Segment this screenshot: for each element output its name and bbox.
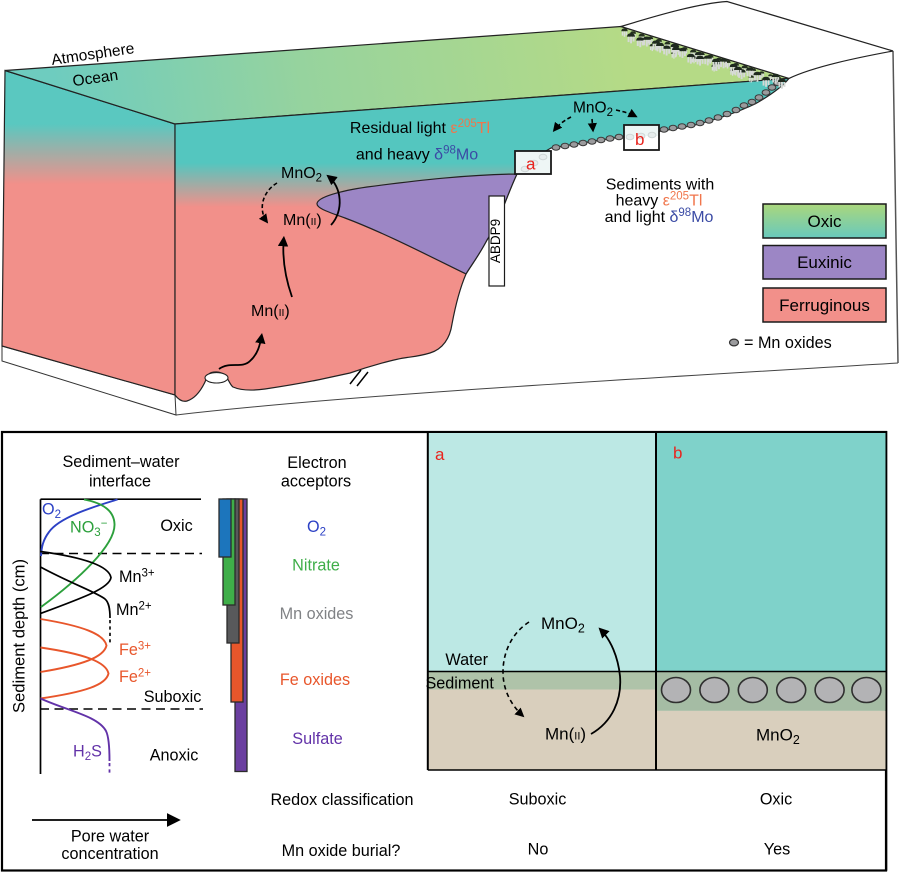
svg-text:Euxinic: Euxinic — [797, 253, 852, 272]
svg-text:Suboxic: Suboxic — [509, 791, 567, 809]
svg-text:Residual light ε205Tl: Residual light ε205Tl — [350, 118, 490, 137]
svg-text:b: b — [673, 444, 682, 463]
svg-text:Sediment: Sediment — [426, 675, 495, 693]
svg-text:MnO2: MnO2 — [756, 726, 800, 748]
svg-text:Anoxic: Anoxic — [150, 747, 199, 765]
svg-text:= Mn oxides: = Mn oxides — [744, 334, 832, 352]
svg-text:Sediment depth (cm): Sediment depth (cm) — [10, 559, 29, 713]
svg-text:H2S: H2S — [73, 743, 102, 764]
svg-text:Nitrate: Nitrate — [292, 557, 340, 575]
svg-text:Suboxic: Suboxic — [144, 688, 202, 706]
svg-text:Ferruginous: Ferruginous — [779, 296, 870, 315]
svg-text:Redox classification: Redox classification — [270, 791, 413, 809]
svg-text:MnO2: MnO2 — [281, 165, 322, 185]
svg-text:ABDP9: ABDP9 — [488, 219, 503, 263]
svg-text:No: No — [528, 841, 549, 859]
svg-text:Mn oxides: Mn oxides — [280, 605, 354, 623]
svg-text:Pore water: Pore water — [71, 828, 150, 846]
svg-text:and light δ98Mo: and light δ98Mo — [605, 207, 714, 226]
svg-text:and heavy δ98Mo: and heavy δ98Mo — [356, 145, 478, 164]
svg-text:a: a — [435, 445, 445, 464]
svg-text:Mn(II): Mn(II) — [545, 725, 586, 744]
svg-text:interface: interface — [89, 473, 151, 491]
svg-text:Electron: Electron — [287, 454, 346, 472]
svg-text:Oxic: Oxic — [160, 517, 192, 535]
svg-text:Sediments with: Sediments with — [606, 177, 715, 194]
svg-text:MnO2: MnO2 — [541, 614, 585, 636]
svg-text:a: a — [526, 155, 536, 174]
svg-text:concentration: concentration — [61, 845, 158, 863]
svg-text:b: b — [635, 130, 644, 149]
svg-text:Mn(II): Mn(II) — [283, 212, 322, 229]
svg-text:Ocean: Ocean — [72, 67, 120, 90]
svg-text:Oxic: Oxic — [808, 212, 843, 231]
svg-text:Oxic: Oxic — [760, 791, 792, 809]
svg-text:acceptors: acceptors — [281, 473, 351, 491]
svg-text:Water: Water — [445, 651, 488, 669]
svg-text:Mn(II): Mn(II) — [251, 303, 290, 320]
svg-text:Sediment–water: Sediment–water — [63, 453, 181, 471]
svg-text:Yes: Yes — [764, 841, 790, 859]
svg-text:Mn oxide burial?: Mn oxide burial? — [282, 842, 401, 860]
svg-text:Sulfate: Sulfate — [292, 730, 342, 748]
svg-text:MnO2: MnO2 — [573, 100, 613, 120]
svg-text:Fe oxides: Fe oxides — [280, 671, 350, 689]
